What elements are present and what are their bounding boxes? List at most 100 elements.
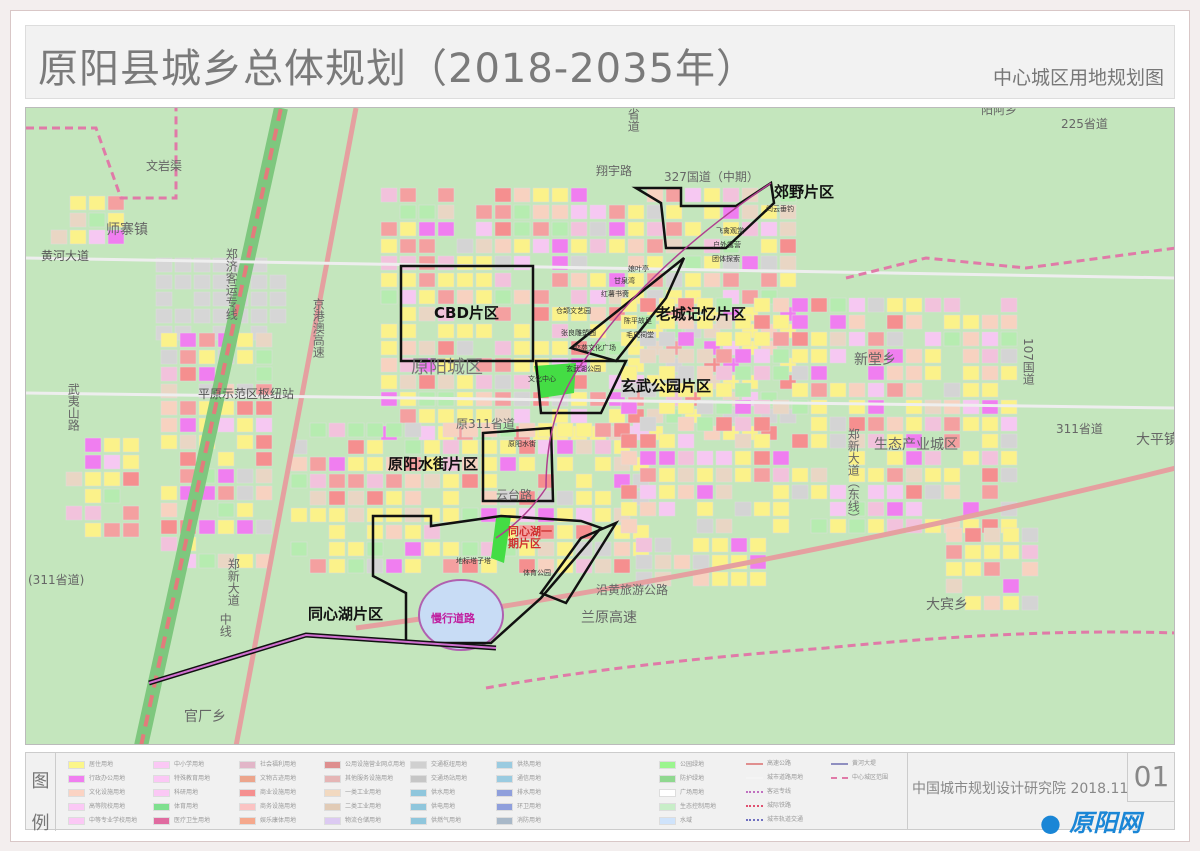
map-label: 同心湖一期片区 xyxy=(508,525,552,551)
map-label: 毛氏祠堂 xyxy=(626,331,654,339)
land-parcel xyxy=(760,238,778,254)
land-parcel xyxy=(943,416,961,432)
land-parcel xyxy=(867,365,885,381)
land-parcel xyxy=(715,484,733,500)
map-label: 老城记忆片区 xyxy=(656,305,747,323)
land-parcel xyxy=(366,439,384,455)
land-parcel xyxy=(499,439,517,455)
land-parcel xyxy=(589,221,607,237)
land-parcel xyxy=(734,450,752,466)
land-parcel xyxy=(84,522,102,538)
land-parcel xyxy=(556,439,574,455)
land-parcel xyxy=(366,558,384,574)
legend-label: 城市道路用地 xyxy=(767,774,804,781)
land-parcel xyxy=(905,416,923,432)
land-parcel xyxy=(456,238,474,254)
legend-swatch xyxy=(153,803,170,811)
legend-item: 物流仓储用地 xyxy=(324,817,381,825)
land-parcel xyxy=(399,374,417,390)
legend-label: 供热用地 xyxy=(517,760,542,768)
land-parcel xyxy=(461,422,479,438)
legend-swatch xyxy=(496,761,513,769)
organization: 中国城市规划设计研究院 2018.11 xyxy=(912,781,1129,797)
land-parcel xyxy=(255,485,273,501)
land-parcel xyxy=(461,558,479,574)
legend-swatch xyxy=(410,761,427,769)
land-parcel xyxy=(456,272,474,288)
land-parcel xyxy=(537,558,555,574)
land-parcel xyxy=(328,558,346,574)
land-parcel xyxy=(886,382,904,398)
land-parcel xyxy=(88,212,106,228)
land-parcel xyxy=(551,306,569,322)
land-use-map[interactable]: CBD片区 原阳城区 老城记忆片区 郊野片区 玄武公园片区 原阳水街片区 同心湖片区 同心湖一… xyxy=(25,107,1175,745)
land-parcel xyxy=(791,382,809,398)
legend-item: 文物古迹用地 xyxy=(239,775,296,783)
land-parcel xyxy=(475,323,493,339)
legend-swatch xyxy=(659,803,676,811)
legend-swatch xyxy=(239,789,256,797)
land-parcel xyxy=(494,306,512,322)
land-parcel xyxy=(734,382,752,398)
legend-item: 一类工业用地 xyxy=(324,789,381,797)
land-parcel xyxy=(627,238,645,254)
land-parcel xyxy=(867,416,885,432)
land-parcel xyxy=(437,255,455,271)
land-parcel xyxy=(703,187,721,203)
land-parcel xyxy=(255,519,273,535)
land-parcel xyxy=(160,485,178,501)
land-parcel xyxy=(255,434,273,450)
land-parcel xyxy=(290,456,308,472)
land-parcel xyxy=(639,382,657,398)
land-parcel xyxy=(309,473,327,489)
district-boundary xyxy=(481,426,555,503)
land-parcel xyxy=(575,490,593,506)
land-parcel xyxy=(983,527,1001,543)
land-parcel xyxy=(703,272,721,288)
map-label: 陈平故里 xyxy=(624,317,652,325)
legend-label: 黄河大堤 xyxy=(852,760,877,767)
land-parcel xyxy=(399,323,417,339)
land-parcel xyxy=(366,456,384,472)
land-parcel xyxy=(962,314,980,330)
land-parcel xyxy=(103,454,121,470)
map-label: 原阳城区 xyxy=(411,357,483,378)
legend-swatch xyxy=(496,803,513,811)
land-parcel xyxy=(380,289,398,305)
legend-item: 商务设施用地 xyxy=(239,803,296,811)
land-parcel xyxy=(639,416,657,432)
land-parcel xyxy=(1000,348,1018,364)
city-limit-boundary xyxy=(26,108,1174,690)
land-parcel xyxy=(867,501,885,517)
land-parcel xyxy=(715,416,733,432)
title-bar: 原阳县城乡总体规划（2018-2035年） 中心城区用地规划图 xyxy=(25,25,1175,99)
sports-park xyxy=(491,516,511,563)
land-parcel xyxy=(537,541,555,557)
land-parcel xyxy=(160,434,178,450)
land-parcel xyxy=(212,291,230,307)
land-parcel xyxy=(677,314,695,330)
land-parcel xyxy=(69,195,87,211)
land-parcel xyxy=(442,456,460,472)
land-parcel xyxy=(518,456,536,472)
land-parcel xyxy=(639,348,657,364)
land-parcel xyxy=(981,467,999,483)
land-parcel xyxy=(380,357,398,373)
land-parcel xyxy=(772,501,790,517)
land-parcel xyxy=(155,291,173,307)
land-parcel xyxy=(1021,561,1039,577)
land-parcel xyxy=(886,348,904,364)
land-parcel xyxy=(692,554,710,570)
land-parcel xyxy=(608,204,626,220)
land-parcel xyxy=(981,314,999,330)
land-parcel xyxy=(848,518,866,534)
land-parcel xyxy=(772,297,790,313)
land-parcel xyxy=(556,490,574,506)
map-label: CBD片区 xyxy=(434,304,499,322)
legend-label: 交通场站用地 xyxy=(431,774,468,782)
land-parcel xyxy=(198,519,216,535)
land-parcel xyxy=(696,348,714,364)
land-parcel xyxy=(437,272,455,288)
land-parcel xyxy=(722,221,740,237)
land-parcel xyxy=(480,558,498,574)
